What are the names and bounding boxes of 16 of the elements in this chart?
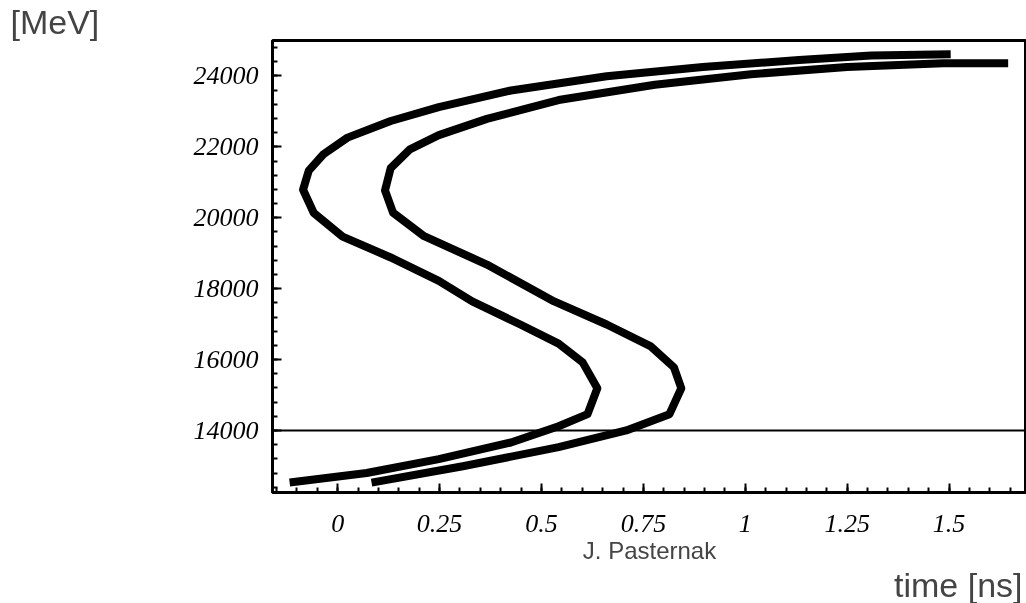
x-axis-title: time [ns] — [894, 565, 1023, 603]
y-tick-label: 16000 — [193, 345, 259, 375]
y-tick-label: 22000 — [193, 132, 259, 162]
y-tick-label: 24000 — [193, 61, 259, 91]
y-tick-label: 20000 — [193, 203, 259, 233]
text: J. Pasternak — [582, 536, 718, 564]
y-axis-title: [MeV] — [10, 2, 100, 41]
x-tick-label: 0 — [331, 508, 345, 538]
x-tick-label: 1.5 — [932, 508, 966, 538]
y-tick-label: 18000 — [193, 274, 259, 304]
y-tick-label: 14000 — [193, 415, 259, 445]
x-tick-label: 0.5 — [525, 508, 558, 538]
x-tick-label: 0.75 — [620, 508, 667, 538]
x-tick-label: 1 — [738, 508, 752, 538]
x-tick-label: 0.25 — [416, 508, 463, 538]
x-tick-label: 1.25 — [824, 508, 870, 538]
